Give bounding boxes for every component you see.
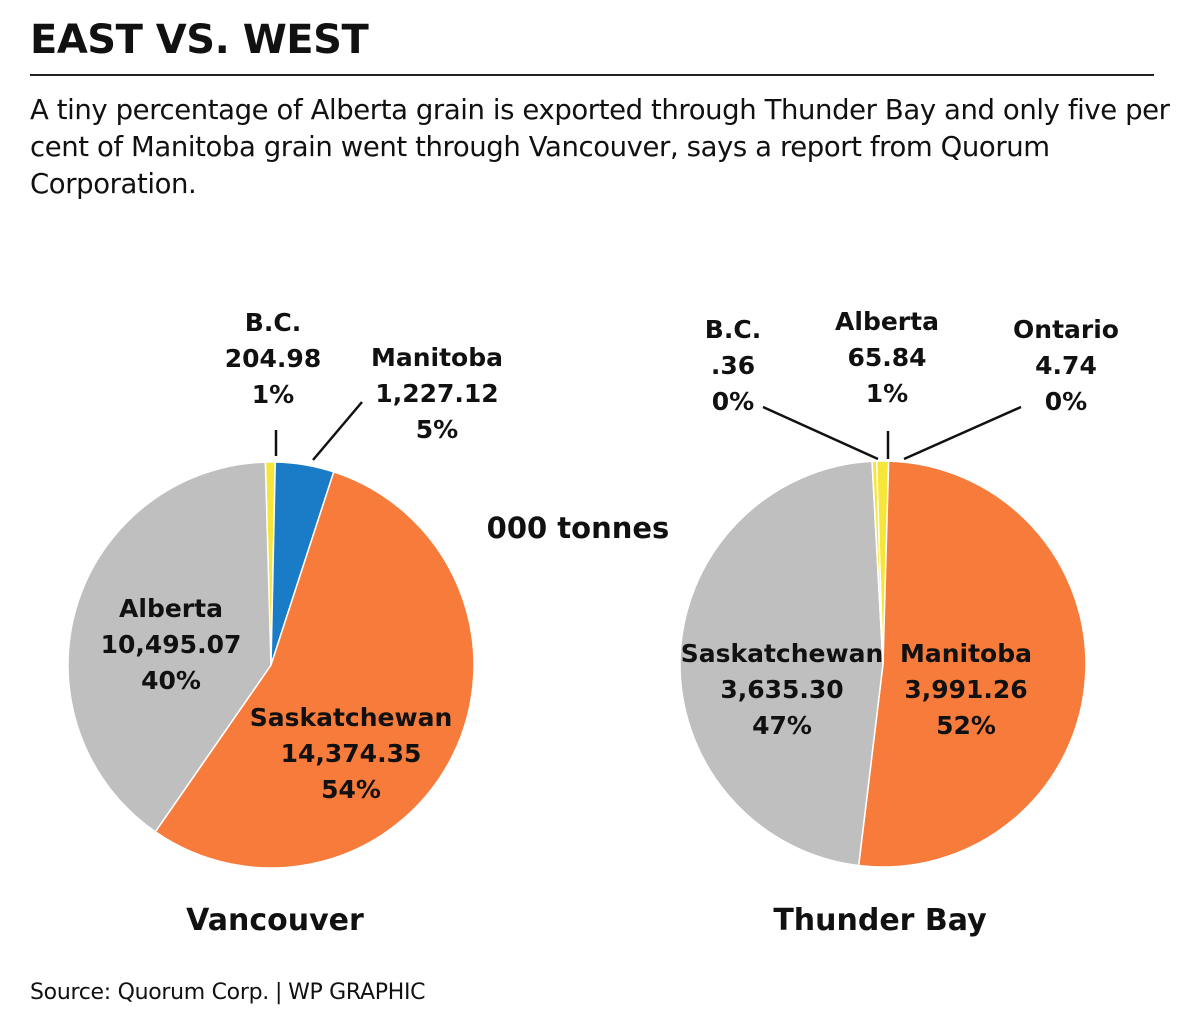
graphic-credit: WP GRAPHIC [288, 980, 426, 1005]
thunder-bay-leader-line [762, 405, 879, 461]
title-rule [30, 74, 1154, 76]
thunder-bay-slice-manitoba [857, 460, 1087, 868]
thunder-bay-b-c-label-value: .36 [711, 351, 755, 380]
vancouver-chart-title: Vancouver [186, 903, 364, 938]
vancouver-alberta-label-percent: 40% [141, 666, 201, 695]
unit-label: 000 tonnes [487, 511, 670, 545]
chart-title: EAST VS. WEST [30, 17, 369, 63]
thunder-bay-saskatchewan-label-percent: 47% [752, 711, 812, 740]
source-text: Source: Quorum Corp. [30, 980, 269, 1005]
vancouver-manitoba-label-value: 1,227.12 [375, 379, 498, 408]
thunder-bay-manitoba-label-percent: 52% [936, 711, 996, 740]
thunder-bay-alberta-label-name: Alberta [835, 307, 939, 336]
vancouver-alberta-label-value: 10,495.07 [101, 630, 242, 659]
thunder-bay-slice-saskatchewan [679, 460, 884, 867]
thunder-bay-alberta-label-value: 65.84 [847, 343, 926, 372]
thunder-bay-chart-title: Thunder Bay [773, 903, 987, 938]
vancouver-manitoba-label-name: Manitoba [371, 343, 503, 372]
vancouver-b-c-label-percent: 1% [252, 380, 294, 409]
vancouver-saskatchewan-label-name: Saskatchewan [250, 703, 453, 732]
thunder-bay-slice-small-provinces [875, 460, 890, 665]
chart-subtitle: A tiny percentage of Alberta grain is ex… [30, 94, 1170, 200]
vancouver-b-c-label-name: B.C. [245, 308, 301, 337]
vancouver-saskatchewan-label-value: 14,374.35 [281, 739, 422, 768]
thunder-bay-ontario-label-percent: 0% [1045, 387, 1087, 416]
vancouver-slice-saskatchewan [154, 470, 475, 869]
thunder-bay-b-c-label-name: B.C. [705, 315, 761, 344]
source-separator: | [274, 980, 283, 1005]
thunder-bay-saskatchewan-label-name: Saskatchewan [681, 639, 884, 668]
vancouver-slice-alberta [67, 461, 272, 833]
vancouver-saskatchewan-label-percent: 54% [321, 775, 381, 804]
thunder-bay-ontario-label-name: Ontario [1013, 315, 1119, 344]
thunder-bay-saskatchewan-label-value: 3,635.30 [720, 675, 843, 704]
thunder-bay-alberta-label-percent: 1% [866, 379, 908, 408]
vancouver-b-c-label-value: 204.98 [225, 344, 321, 373]
source-line: Source: Quorum Corp. | WP GRAPHIC [30, 980, 426, 1005]
vancouver-manitoba-label-percent: 5% [416, 415, 458, 444]
thunder-bay-manitoba-label-value: 3,991.26 [904, 675, 1027, 704]
vancouver-leader-line [312, 401, 363, 461]
thunder-bay-leader-line [903, 405, 1022, 461]
thunder-bay-b-c-label-percent: 0% [712, 387, 754, 416]
thunder-bay-ontario-label-value: 4.74 [1035, 351, 1097, 380]
vancouver-alberta-label-name: Alberta [119, 594, 223, 623]
thunder-bay-manitoba-label-name: Manitoba [900, 639, 1032, 668]
